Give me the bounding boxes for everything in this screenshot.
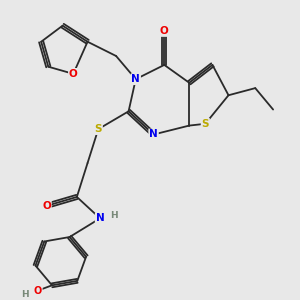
Text: O: O xyxy=(34,286,42,296)
Text: O: O xyxy=(160,26,169,36)
Text: S: S xyxy=(202,119,209,129)
Text: N: N xyxy=(131,74,140,84)
Text: H: H xyxy=(21,290,29,299)
Text: N: N xyxy=(96,213,104,224)
Text: N: N xyxy=(149,130,158,140)
Text: O: O xyxy=(69,69,78,79)
Text: S: S xyxy=(94,124,102,134)
Text: O: O xyxy=(42,201,51,211)
Text: H: H xyxy=(110,211,117,220)
